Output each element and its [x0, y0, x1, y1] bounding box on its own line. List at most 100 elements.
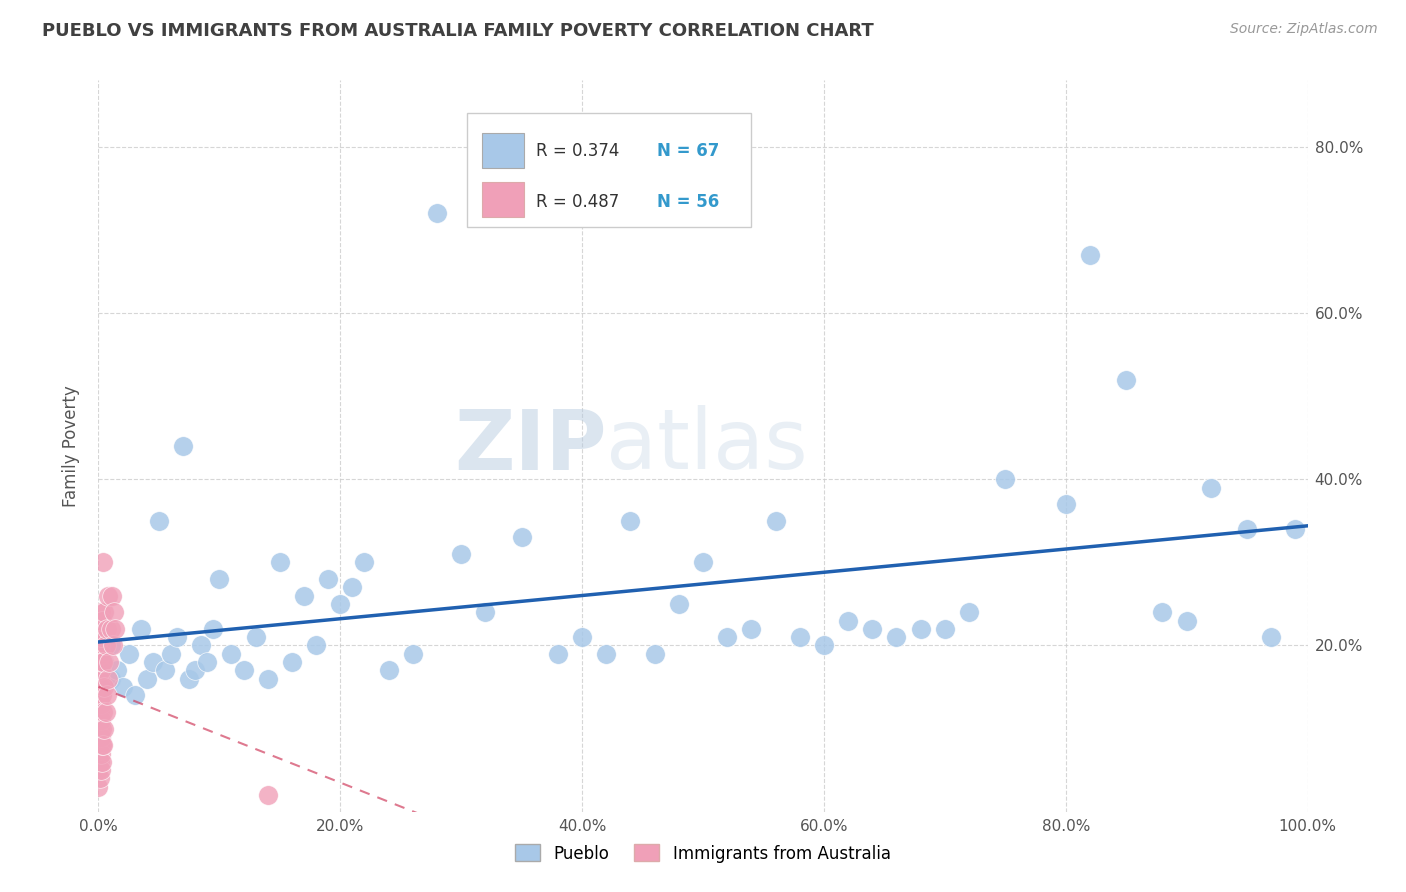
Point: [837, 614, 859, 628]
Point: [89, 772, 111, 786]
Point: [101, 639, 124, 653]
Point: [860, 622, 883, 636]
Text: N = 67: N = 67: [657, 142, 720, 160]
Point: [104, 622, 127, 636]
Point: [692, 555, 714, 569]
Bar: [482, 182, 524, 218]
Point: [1115, 372, 1137, 386]
Point: [94, 639, 117, 653]
Point: [90, 763, 112, 777]
Point: [1236, 522, 1258, 536]
Point: [87, 763, 110, 777]
Point: [89, 755, 111, 769]
Point: [1152, 605, 1174, 619]
Point: [98, 655, 121, 669]
Point: [91, 722, 114, 736]
Point: [89, 738, 111, 752]
Point: [305, 639, 328, 653]
Point: [716, 630, 738, 644]
Point: [994, 472, 1017, 486]
Point: [105, 664, 128, 678]
Point: [100, 672, 122, 686]
Point: [232, 664, 254, 678]
Point: [91, 689, 114, 703]
Point: [91, 755, 114, 769]
Point: [93, 655, 115, 669]
Point: [90, 714, 112, 728]
Point: [100, 639, 122, 653]
Point: [269, 555, 291, 569]
Point: [153, 664, 176, 678]
Point: [595, 647, 617, 661]
Point: [124, 689, 146, 703]
Bar: [482, 133, 524, 168]
Point: [87, 655, 110, 669]
Point: [118, 647, 141, 661]
Point: [256, 672, 278, 686]
Point: [97, 672, 120, 686]
Text: N = 56: N = 56: [657, 193, 720, 211]
Point: [547, 647, 569, 661]
Point: [142, 655, 165, 669]
Point: [87, 689, 110, 703]
Point: [90, 605, 112, 619]
Text: R = 0.487: R = 0.487: [536, 193, 620, 211]
Point: [353, 555, 375, 569]
Point: [87, 738, 110, 752]
Point: [450, 547, 472, 561]
Point: [342, 580, 364, 594]
Point: [1175, 614, 1198, 628]
Point: [202, 622, 225, 636]
Point: [93, 722, 115, 736]
Point: [90, 697, 112, 711]
Point: [1054, 497, 1077, 511]
Point: [100, 622, 122, 636]
Point: [91, 614, 114, 628]
Point: [179, 672, 201, 686]
Point: [256, 788, 278, 802]
Point: [87, 722, 110, 736]
FancyBboxPatch shape: [467, 113, 751, 227]
Point: [426, 206, 449, 220]
Point: [789, 630, 811, 644]
Point: [89, 705, 111, 719]
Point: [96, 622, 118, 636]
Point: [87, 755, 110, 769]
Text: atlas: atlas: [606, 406, 808, 486]
Point: [90, 630, 112, 644]
Point: [100, 589, 122, 603]
Point: [91, 705, 114, 719]
Point: [135, 672, 157, 686]
Point: [1260, 630, 1282, 644]
Text: PUEBLO VS IMMIGRANTS FROM AUSTRALIA FAMILY POVERTY CORRELATION CHART: PUEBLO VS IMMIGRANTS FROM AUSTRALIA FAMI…: [42, 22, 875, 40]
Point: [93, 605, 115, 619]
Point: [129, 622, 152, 636]
Point: [91, 655, 114, 669]
Point: [316, 572, 339, 586]
Point: [377, 664, 399, 678]
Point: [90, 747, 112, 761]
Point: [813, 639, 835, 653]
Point: [510, 530, 533, 544]
Point: [90, 647, 112, 661]
Point: [103, 605, 125, 619]
Point: [94, 705, 117, 719]
Point: [1199, 481, 1222, 495]
Point: [957, 605, 980, 619]
Text: Source: ZipAtlas.com: Source: ZipAtlas.com: [1230, 22, 1378, 37]
Point: [87, 639, 110, 653]
Point: [90, 664, 112, 678]
Point: [740, 622, 762, 636]
Point: [619, 514, 641, 528]
Point: [91, 738, 114, 752]
Point: [89, 622, 111, 636]
Point: [195, 655, 218, 669]
Point: [402, 647, 425, 661]
Point: [1078, 248, 1101, 262]
Point: [571, 630, 593, 644]
Point: [89, 722, 111, 736]
Point: [87, 780, 110, 794]
Point: [93, 680, 115, 694]
Point: [329, 597, 352, 611]
Point: [91, 738, 114, 752]
